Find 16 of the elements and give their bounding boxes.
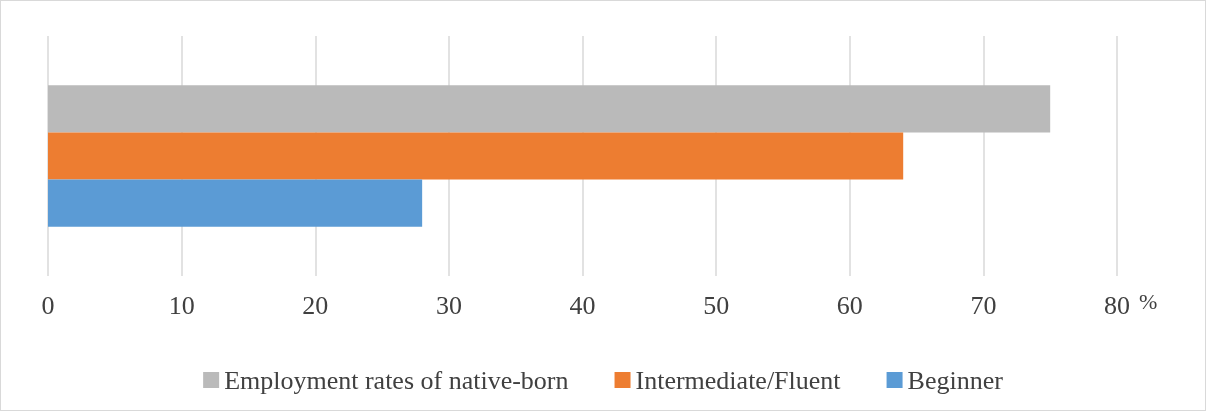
x-tick-label: 30: [435, 290, 462, 320]
legend-label: Beginner: [907, 365, 1004, 395]
x-tick-label: 10: [168, 290, 195, 320]
x-tick-label: 0: [41, 290, 55, 320]
x-axis-title: %: [1139, 288, 1158, 314]
x-tick-label: 20: [302, 290, 329, 320]
x-tick-label: 70: [970, 290, 997, 320]
x-tick-label: 50: [703, 290, 730, 320]
legend-label: Employment rates of native-born: [224, 365, 569, 395]
x-tick-label: 40: [569, 290, 596, 320]
x-tick-label: 60: [836, 290, 863, 320]
bar: [48, 85, 1051, 133]
x-tick-label: 80: [1104, 290, 1130, 320]
bar: [48, 132, 904, 180]
legend-label: Intermediate/Fluent: [635, 365, 842, 395]
bar: [48, 179, 423, 227]
